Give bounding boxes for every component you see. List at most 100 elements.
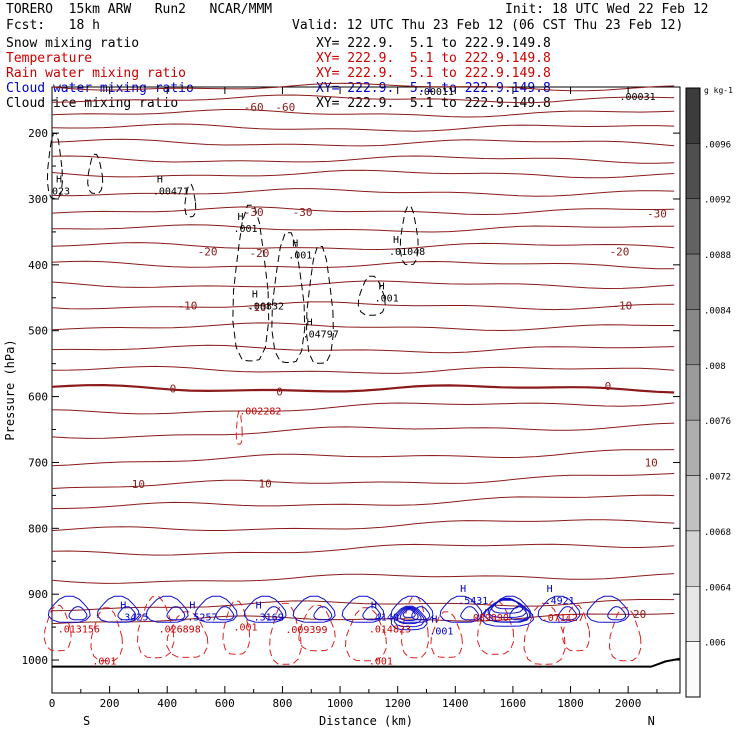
x-tick-label-8: 1600: [500, 697, 527, 710]
colorbar-tick-7: .0068: [704, 528, 731, 538]
snow-contour-left: [46, 133, 63, 199]
cloud-contour-5: [292, 595, 336, 623]
cloud-contour-inner-4: [264, 606, 284, 621]
rain-contour-0: [43, 604, 72, 652]
cloud-label-1: .5257: [187, 613, 217, 624]
rain-label-4: .009399: [285, 625, 327, 636]
snow-contour-small: [87, 153, 104, 194]
snow-label-0: .00471: [153, 186, 189, 197]
rain-label-0: .002282: [239, 406, 281, 417]
temperature-label-1: -60: [275, 101, 295, 114]
terrain-line: [52, 657, 681, 668]
colorbar-tick-5: .0076: [704, 417, 731, 427]
colorbar-tick-1: .0092: [704, 196, 731, 206]
colorbar-segment-6: [685, 419, 701, 476]
temperature-label-5: -20: [198, 246, 218, 259]
cloud-high-marker-0: H: [120, 601, 126, 612]
rain-contour-3: [166, 611, 209, 658]
rain-label-8: .001: [92, 657, 116, 668]
rain-contour-5: [268, 602, 302, 665]
cloud-contour-8: [439, 595, 483, 623]
valid-time: Valid: 12 UTC Thu 23 Feb 12 (06 CST Thu …: [292, 18, 684, 33]
x-tick-label-7: 1400: [442, 697, 469, 710]
snow-high-marker-0: H: [157, 174, 163, 185]
x-tick-label-4: 800: [273, 697, 293, 710]
y-tick-label-0: 200: [28, 127, 48, 140]
cloud-contour-nest2-3: [393, 606, 425, 628]
ice-label-0: .00031: [620, 92, 656, 103]
temperature-label-0: -60: [244, 101, 264, 114]
temperature-label-13: 0: [605, 380, 612, 393]
rain-contour-10: [476, 600, 515, 655]
colorbar-unit: g kg-1: [704, 86, 733, 95]
colorbar-segment-4: [685, 309, 701, 366]
cloud-contour-inner-0: [68, 606, 88, 621]
snow-label-4: .04797: [303, 329, 339, 340]
cloud-contour-inner-5: [313, 606, 333, 621]
y-axis-label: Pressure (hPa): [3, 339, 17, 440]
cloud-contour-4: [243, 595, 287, 623]
x-tick-label-5: 1000: [327, 697, 354, 710]
isotherm-21: [51, 473, 675, 489]
cloud-contour-nest-4: [480, 599, 535, 627]
cloud-contour-0: [47, 595, 91, 623]
cloud-high-marker-4: H: [431, 614, 437, 625]
field-xy-1: XY= 222.9. 5.1 to 222.9.149.8: [316, 51, 551, 66]
y-tick-label-8: 1000: [22, 654, 49, 667]
temperature-label-7: -20: [610, 246, 630, 259]
cloud-contour-inner-2: [166, 606, 186, 621]
cloud-contour-2: [145, 595, 189, 623]
rain-contour-7: [344, 607, 388, 662]
snow-high-marker-6: H: [379, 282, 385, 293]
rain-contour-2: [136, 596, 175, 659]
snow-contour-small2: [184, 183, 197, 218]
colorbar-tick-0: .0096: [704, 140, 731, 150]
x-tick-label-2: 400: [157, 697, 177, 710]
cloud-high-marker-2: H: [256, 601, 262, 612]
colorbar-segment-1: [685, 143, 701, 199]
colorbar-tick-3: .0084: [704, 306, 731, 316]
colorbar-segment-2: [685, 198, 701, 255]
colorbar-segment-8: [685, 530, 701, 587]
init-time: Init: 18 UTC Wed 22 Feb 12: [505, 2, 709, 17]
cloud-contour-11: [586, 595, 630, 623]
field-xy-4: XY= 222.9. 5.1 to 222.9.149.8: [316, 96, 551, 111]
colorbar-tick-9: .006: [704, 639, 726, 649]
snow-high-marker-3: H: [252, 290, 258, 301]
isotherm-11: [51, 260, 675, 270]
plot-frame: [51, 86, 681, 694]
cloud-contour-7: [390, 595, 434, 623]
colorbar-segment-10: [685, 641, 701, 698]
x-axis-label: Distance (km): [319, 714, 413, 728]
field-name-0: Snow mixing ratio: [6, 36, 140, 51]
cloud-high-marker-1: H: [189, 601, 195, 612]
cloud-label-0: .3425: [118, 613, 148, 624]
isotherm-2: [51, 109, 675, 118]
colorbar-segment-0: [685, 87, 701, 144]
snow-high-marker-4: H: [307, 317, 313, 328]
snow-label-1: .001: [233, 224, 257, 235]
temperature-label-10: -10: [612, 300, 632, 313]
rain-contour-13: [608, 607, 642, 662]
cloud-label-5: .5431: [458, 596, 488, 607]
snow-contour-main3: [305, 246, 334, 364]
temperature-label-6: -20: [249, 247, 269, 260]
cloud-contour-9: [488, 595, 532, 623]
isotherm-20: [51, 449, 675, 467]
temperature-label-12: 0: [276, 385, 283, 398]
rain-contour-6: [298, 604, 336, 652]
cloud-contour-inner-7: [411, 606, 431, 621]
rain-contour-11: [523, 602, 566, 665]
snow-contour-right: [399, 205, 419, 266]
cloud-contour-inner-10: [558, 606, 578, 621]
temperature-label-11: 0: [170, 383, 177, 396]
cloud-contour-nest2-4: [390, 605, 428, 631]
temperature-label-4: -30: [647, 207, 667, 220]
rain-label-7: .071127: [542, 613, 584, 624]
snow-contour-main2: [271, 232, 306, 363]
isotherm-4: [51, 138, 675, 147]
cloud-high-marker-3: H: [371, 601, 377, 612]
cloud-label-4: .001: [429, 626, 453, 637]
temperature-label-8: -10: [177, 300, 197, 313]
rain-label-6: .089990: [467, 613, 509, 624]
